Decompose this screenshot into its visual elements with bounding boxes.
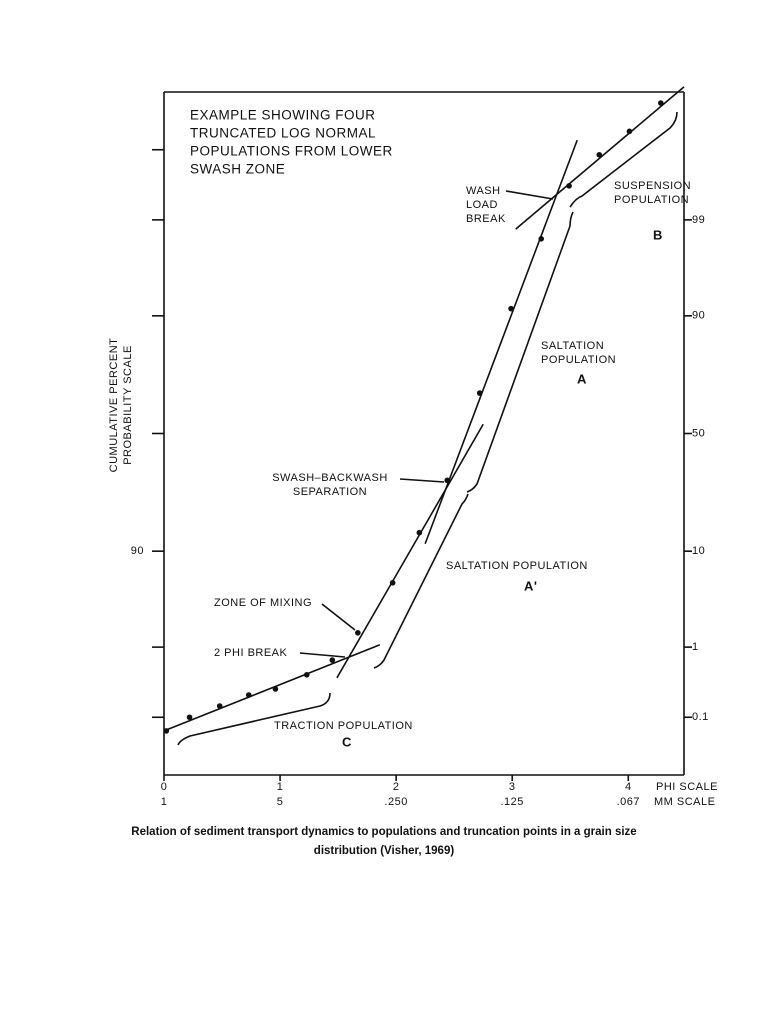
caption: distribution (Visher, 1969) [314, 845, 455, 857]
annotation: SALTATION POPULATION [446, 560, 588, 572]
data-point [355, 629, 361, 636]
annotation: C [342, 734, 352, 749]
data-point [303, 671, 310, 678]
x2-tick-label: .250 [384, 796, 407, 808]
data-point [538, 236, 545, 242]
data-point [626, 128, 633, 135]
y-axis-label: PROBABILITY SCALE [122, 345, 134, 465]
bracket [373, 493, 469, 669]
annotation: ZONE OF MIXING [214, 597, 312, 609]
arrow [505, 190, 554, 200]
x-axis-label: PHI SCALE [656, 781, 718, 793]
data-point [657, 100, 664, 106]
fit-line [515, 86, 685, 230]
bracket [466, 211, 574, 493]
annotation: BREAK [466, 213, 506, 225]
data-point [566, 183, 572, 189]
annotation: TRACTION POPULATION [274, 720, 413, 732]
annotation: SEPARATION [293, 486, 367, 498]
annotation: A [577, 371, 587, 386]
x-tick-label: 3 [509, 781, 516, 793]
data-point [186, 714, 193, 721]
chart-title: POPULATIONS FROM LOWER [190, 144, 393, 159]
x-tick-label: 0 [161, 781, 168, 793]
annotation: POPULATION [614, 194, 689, 206]
fit-line [163, 644, 381, 732]
fit-line [424, 139, 578, 545]
y-tick-label: 50 [692, 427, 705, 439]
data-point [416, 529, 423, 536]
x-tick-label: 2 [393, 781, 400, 793]
x-tick-label: 4 [625, 781, 632, 793]
x-tick-label: 1 [277, 781, 284, 793]
bracket [569, 111, 678, 208]
x2-tick-label: .067 [617, 796, 640, 808]
x2-tick-label: .125 [501, 796, 524, 808]
left-tick-label: 90 [131, 545, 144, 557]
data-point [329, 657, 336, 663]
y-tick-label: 10 [692, 545, 705, 557]
annotation: SALTATION [541, 340, 604, 352]
chart-title: SWASH ZONE [190, 162, 285, 177]
x2-tick-label: 5 [277, 796, 284, 808]
y-tick-label: 90 [692, 310, 705, 322]
y-axis-label: CUMULATIVE PERCENT [108, 338, 120, 473]
annotation: LOAD [466, 199, 498, 211]
data-point [389, 579, 396, 586]
data-point [508, 305, 514, 312]
data-point [596, 151, 603, 158]
data-point [216, 703, 223, 709]
data-point [444, 477, 451, 484]
x2-axis-label: MM SCALE [654, 796, 715, 808]
caption: Relation of sediment transport dynamics … [131, 826, 636, 838]
chart-title: TRUNCATED LOG NORMAL [190, 126, 376, 141]
data-point [476, 390, 483, 396]
y-tick-label: 99 [692, 214, 705, 226]
arrow [399, 478, 445, 483]
data-point [245, 692, 252, 698]
annotation: 2 PHI BREAK [214, 647, 288, 659]
arrow [321, 603, 356, 631]
annotation: A' [524, 578, 537, 593]
bracket [177, 692, 331, 746]
x2-tick-label: 1 [161, 796, 168, 808]
annotation: POPULATION [541, 354, 616, 366]
annotation: SWASH–BACKWASH [272, 472, 388, 484]
annotation: WASH [466, 185, 501, 197]
annotation: B [653, 227, 663, 242]
fit-line [336, 423, 484, 679]
arrow [299, 652, 346, 658]
y-tick-label: 1 [692, 641, 699, 653]
data-point [272, 686, 279, 692]
data-point [163, 728, 170, 734]
chart-title: EXAMPLE SHOWING FOUR [190, 108, 376, 123]
annotation: SUSPENSION [614, 180, 691, 192]
y-tick-label: 0.1 [692, 711, 709, 723]
